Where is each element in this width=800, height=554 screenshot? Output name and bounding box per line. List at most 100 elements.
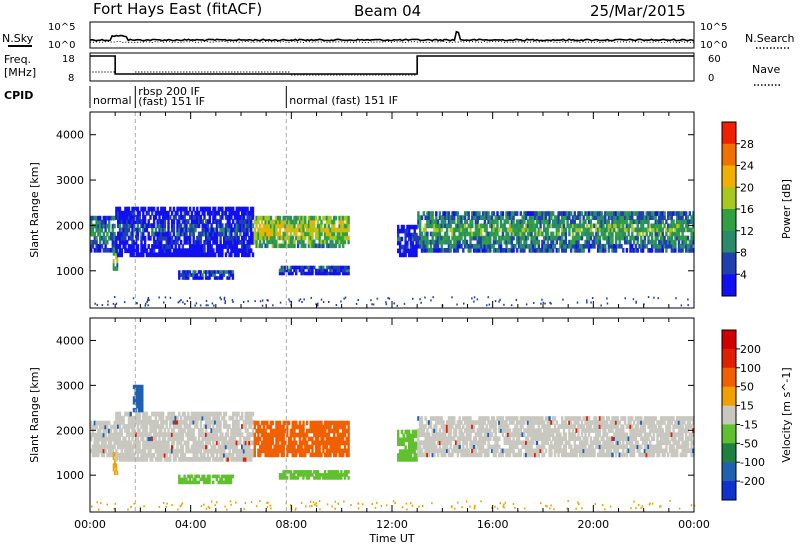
heatmap-cell bbox=[151, 227, 154, 233]
heatmap-cell bbox=[287, 470, 291, 474]
heatmap-cell bbox=[677, 215, 681, 220]
heatmap-cell bbox=[165, 444, 168, 450]
heatmap-cell bbox=[152, 252, 156, 258]
heatmap-cell bbox=[417, 428, 420, 433]
heatmap-cell bbox=[237, 227, 240, 233]
heatmap-cell bbox=[492, 436, 496, 441]
heatmap-cell bbox=[194, 411, 197, 417]
heatmap-cell bbox=[340, 239, 343, 245]
speckle-cell bbox=[147, 297, 150, 299]
heatmap-cell bbox=[485, 231, 488, 237]
heatmap-cell bbox=[172, 231, 176, 237]
heatmap-cell bbox=[120, 419, 123, 425]
heatmap-cell bbox=[154, 440, 158, 446]
heatmap-cell bbox=[273, 235, 276, 241]
heatmap-cell bbox=[325, 424, 329, 430]
heatmap-cell bbox=[600, 231, 603, 237]
heatmap-cell bbox=[465, 243, 469, 249]
heatmap-cell bbox=[641, 211, 645, 216]
heatmap-cell bbox=[503, 424, 506, 429]
heatmap-cell bbox=[127, 448, 131, 454]
heatmap-cell bbox=[327, 424, 330, 430]
heatmap-cell bbox=[264, 448, 267, 454]
heatmap-cell bbox=[167, 448, 170, 454]
heatmap-cell bbox=[302, 424, 305, 430]
heatmap-cell bbox=[192, 440, 195, 446]
heatmap-cell bbox=[126, 440, 129, 446]
heatmap-cell bbox=[264, 428, 267, 434]
heatmap-cell bbox=[406, 449, 409, 454]
heatmap-cell bbox=[620, 223, 623, 229]
heatmap-cell bbox=[331, 428, 334, 434]
heatmap-cell bbox=[259, 231, 262, 237]
heatmap-cell bbox=[136, 444, 140, 450]
heatmap-cell bbox=[183, 424, 186, 429]
heatmap-cell bbox=[242, 448, 246, 454]
heatmap-cell bbox=[535, 223, 539, 229]
heatmap-cell bbox=[237, 248, 240, 254]
heatmap-cell bbox=[136, 400, 139, 405]
heatmap-cell bbox=[289, 444, 293, 450]
heatmap-cell bbox=[417, 211, 420, 216]
heatmap-cell bbox=[505, 436, 508, 441]
heatmap-cell bbox=[498, 215, 501, 220]
heatmap-cell bbox=[116, 470, 119, 476]
heatmap-cell bbox=[143, 415, 147, 421]
heatmap-cell bbox=[481, 436, 485, 441]
heatmap-cell bbox=[398, 236, 402, 242]
heatmap-cell bbox=[212, 480, 215, 485]
heatmap-cell bbox=[266, 239, 269, 245]
heatmap-cell bbox=[152, 231, 156, 237]
heatmap-cell bbox=[104, 444, 107, 450]
heatmap-cell bbox=[136, 388, 139, 393]
heatmap-cell bbox=[559, 223, 562, 229]
heatmap-cell bbox=[95, 235, 98, 241]
heatmap-cell bbox=[95, 452, 98, 458]
heatmap-cell bbox=[431, 452, 434, 458]
heatmap-cell bbox=[233, 239, 237, 245]
heatmap-cell bbox=[165, 440, 168, 446]
heatmap-cell bbox=[562, 223, 566, 229]
heatmap-cell bbox=[235, 248, 238, 254]
heatmap-cell bbox=[548, 420, 551, 425]
heatmap-cell bbox=[516, 440, 519, 445]
heatmap-cell bbox=[185, 210, 188, 216]
heatmap-cell bbox=[113, 459, 116, 464]
heatmap-cell bbox=[552, 211, 555, 216]
heatmap-cell bbox=[295, 219, 298, 225]
heatmap-cell bbox=[535, 248, 539, 253]
heatmap-cell bbox=[215, 477, 218, 482]
heatmap-cell bbox=[417, 440, 420, 445]
heatmap-cell bbox=[100, 244, 104, 249]
heatmap-cell bbox=[118, 244, 122, 249]
heatmap-cell bbox=[422, 444, 425, 450]
heatmap-cell bbox=[199, 457, 203, 462]
heatmap-cell bbox=[214, 252, 217, 258]
heatmap-cell bbox=[331, 223, 334, 229]
heatmap-cell bbox=[454, 444, 458, 450]
heatmap-cell bbox=[300, 428, 303, 434]
heatmap-cell bbox=[557, 432, 560, 437]
heatmap-cell bbox=[566, 211, 569, 216]
heatmap-cell bbox=[398, 453, 402, 458]
speckle-cell bbox=[135, 302, 138, 305]
heatmap-cell bbox=[320, 440, 323, 446]
heatmap-cell bbox=[235, 206, 238, 212]
heatmap-cell bbox=[485, 239, 488, 245]
heatmap-cell bbox=[109, 231, 113, 237]
heatmap-cell bbox=[230, 239, 233, 245]
speckle-cell bbox=[94, 302, 96, 305]
speckle-cell bbox=[541, 298, 543, 301]
heatmap-cell bbox=[316, 223, 320, 229]
heatmap-cell bbox=[521, 227, 524, 233]
heatmap-cell bbox=[255, 243, 258, 249]
heatmap-cell bbox=[665, 227, 668, 233]
heatmap-cell bbox=[307, 219, 311, 225]
heatmap-cell bbox=[676, 219, 679, 225]
heatmap-cell bbox=[595, 235, 598, 241]
heatmap-cell bbox=[154, 448, 158, 454]
heatmap-cell bbox=[325, 227, 329, 233]
heatmap-cell bbox=[204, 273, 208, 277]
heatmap-cell bbox=[100, 235, 104, 241]
heatmap-cell bbox=[440, 227, 443, 233]
